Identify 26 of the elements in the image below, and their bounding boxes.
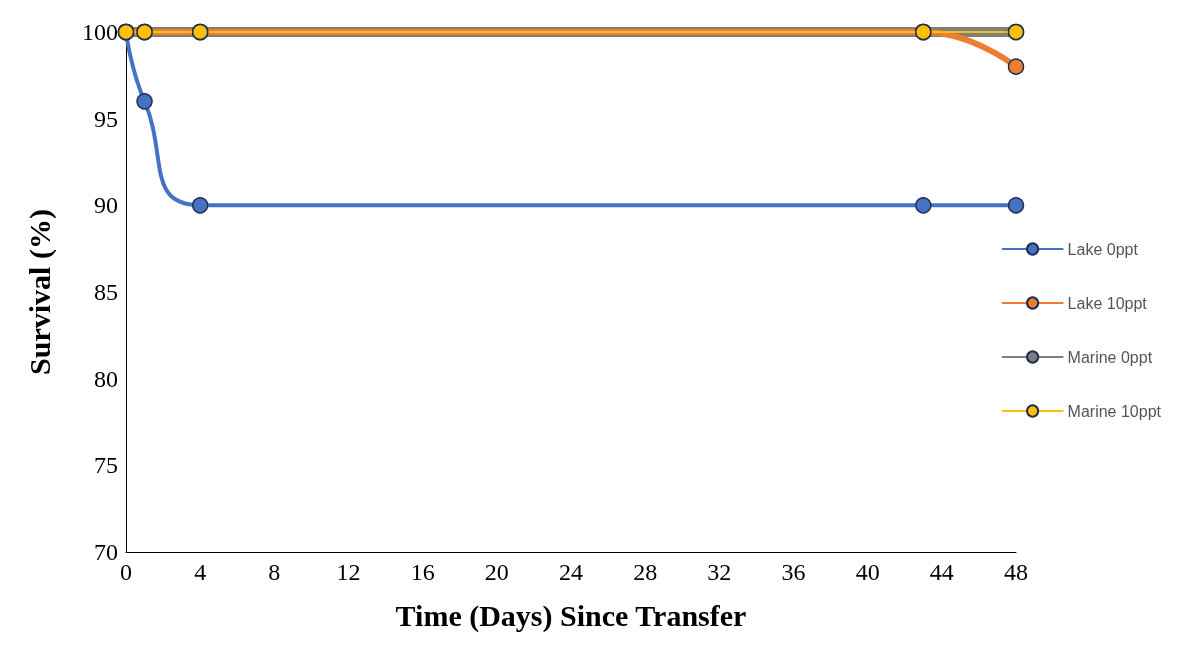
y-tick-label: 100 (82, 19, 118, 45)
x-tick-label: 4 (194, 559, 207, 585)
x-tick-label: 8 (268, 559, 281, 585)
x-tick-label: 36 (781, 559, 806, 585)
legend-label: Lake 0ppt (1067, 240, 1139, 258)
legend-label: Lake 10ppt (1067, 294, 1148, 312)
x-tick-label: 32 (707, 559, 732, 585)
y-axis-title: Survival (%) (22, 209, 57, 375)
y-tick-label: 80 (94, 365, 118, 392)
y-tick-label: 90 (94, 192, 118, 219)
x-tick-label: 20 (484, 559, 509, 585)
x-tick-label: 44 (929, 559, 954, 585)
x-tick-label: 12 (336, 559, 361, 585)
y-tick-label: 70 (94, 539, 118, 565)
legend-label: Marine 10ppt (1067, 402, 1162, 420)
x-tick-label: 0 (120, 559, 132, 585)
legend-label: Marine 0ppt (1067, 348, 1153, 366)
x-tick-label: 28 (633, 559, 658, 585)
x-tick-label: 48 (1004, 559, 1028, 585)
y-tick-label: 75 (94, 452, 118, 479)
x-axis-title: Time (Days) Since Transfer (395, 598, 747, 633)
x-tick-label: 16 (410, 559, 435, 585)
y-tick-label: 95 (94, 105, 118, 132)
x-tick-label: 40 (855, 559, 880, 585)
y-tick-label: 85 (94, 279, 118, 305)
x-tick-label: 24 (559, 559, 583, 585)
